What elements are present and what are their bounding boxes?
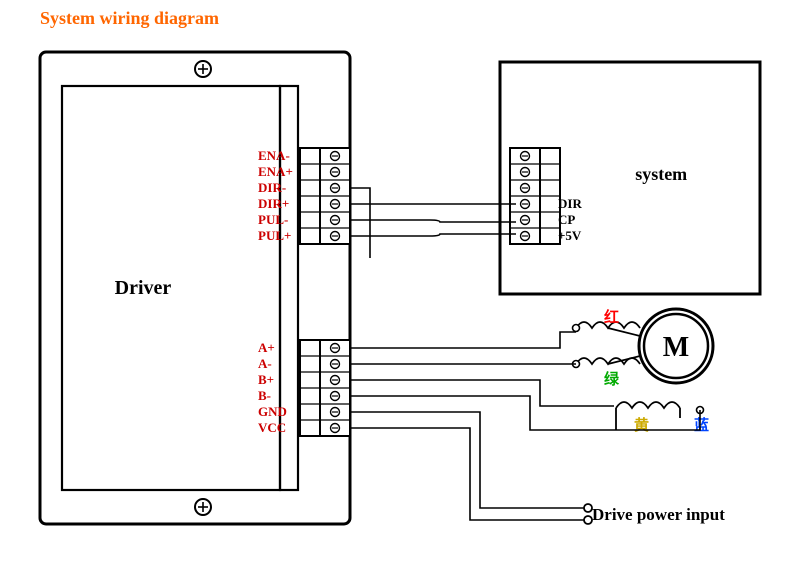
driver-pin-B-: B- xyxy=(258,388,271,403)
coil-terminal xyxy=(573,325,580,332)
power-terminal xyxy=(584,504,592,512)
system-pin-DIR: DIR xyxy=(558,196,582,211)
power-input-label: Drive power input xyxy=(592,505,725,524)
motor-label: M xyxy=(663,332,689,363)
wire-color-红: 红 xyxy=(604,308,619,326)
system-pin-+5V: +5V xyxy=(558,228,582,243)
wire-9 xyxy=(350,428,588,520)
system-terminal xyxy=(510,148,560,244)
driver-pin-A-: A- xyxy=(258,356,272,371)
driver-pin-PUL-: PUL- xyxy=(258,212,288,227)
driver-pin-B+: B+ xyxy=(258,372,274,387)
wire-color-黄: 黄 xyxy=(634,416,649,434)
driver-outer xyxy=(40,52,350,524)
driver-pin-GND: GND xyxy=(258,404,287,419)
driver-power-terminal xyxy=(300,340,350,436)
coil xyxy=(616,402,680,408)
driver-pin-PUL+: PUL+ xyxy=(258,228,291,243)
driver-label: Driver xyxy=(115,277,172,299)
wire-color-蓝: 蓝 xyxy=(694,416,709,434)
driver-pin-ENA+: ENA+ xyxy=(258,164,293,179)
driver-signal-terminal xyxy=(300,148,350,244)
power-terminal xyxy=(584,516,592,524)
wire-8 xyxy=(350,412,588,508)
driver-pin-DIR-: DIR- xyxy=(258,180,286,195)
driver-pin-VCC: VCC xyxy=(258,420,286,435)
wire-1 xyxy=(350,220,516,222)
coil xyxy=(576,358,640,364)
wire-4 xyxy=(350,332,576,348)
driver-pin-ENA-: ENA- xyxy=(258,148,290,163)
driver-pin-A+: A+ xyxy=(258,340,275,355)
system-label: system xyxy=(635,164,687,184)
system-pin-CP: CP xyxy=(558,212,575,227)
wire-6 xyxy=(350,380,614,406)
wiring-diagram: System wiring diagramDriverENA-ENA+DIR-D… xyxy=(0,0,800,576)
wire-2 xyxy=(350,234,516,236)
diagram-title: System wiring diagram xyxy=(40,8,219,28)
driver-pin-DIR+: DIR+ xyxy=(258,196,289,211)
wire-color-绿: 绿 xyxy=(604,370,620,388)
wire-3 xyxy=(350,188,370,258)
